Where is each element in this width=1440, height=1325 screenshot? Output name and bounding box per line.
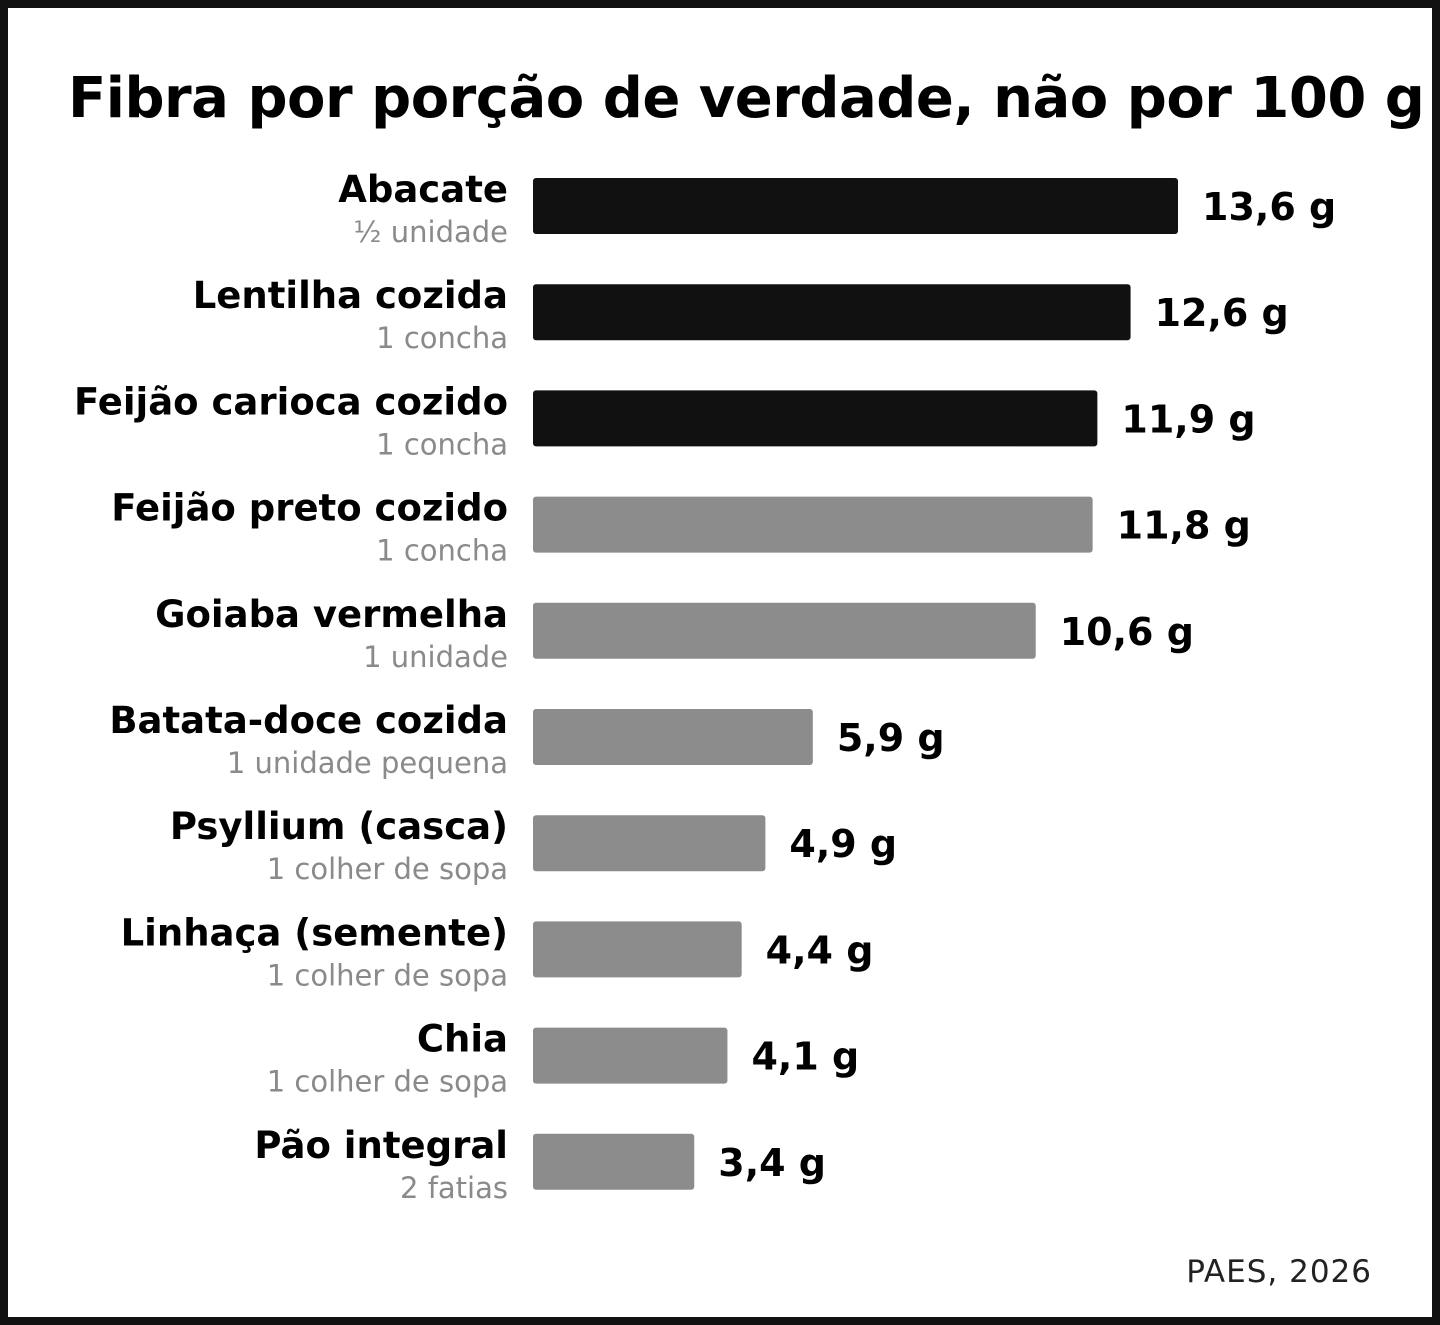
bar-5 bbox=[533, 602, 1036, 659]
source-label: PAES, 2026 bbox=[1186, 1254, 1372, 1290]
category-label: Goiaba vermelha bbox=[155, 593, 508, 636]
value-label: 3,4 g bbox=[718, 1141, 826, 1185]
bar-8 bbox=[533, 921, 742, 978]
bar-4 bbox=[533, 496, 1093, 553]
value-label: 10,6 g bbox=[1060, 610, 1194, 654]
portion-label: 1 concha bbox=[376, 321, 508, 355]
portion-label: 2 fatias bbox=[400, 1171, 508, 1205]
category-label: Psyllium (casca) bbox=[170, 805, 508, 848]
value-label: 4,1 g bbox=[751, 1035, 859, 1079]
portion-label: ½ unidade bbox=[353, 215, 508, 249]
portion-label: 1 unidade pequena bbox=[227, 746, 508, 780]
value-label: 11,9 g bbox=[1121, 397, 1255, 441]
category-label: Batata-doce cozida bbox=[109, 699, 508, 742]
bar-9 bbox=[533, 1027, 728, 1084]
bar-3 bbox=[533, 390, 1098, 447]
category-label: Feijão preto cozido bbox=[111, 487, 508, 530]
value-label: 4,4 g bbox=[766, 928, 874, 972]
chart-title: Fibra por porção de verdade, não por 100… bbox=[68, 66, 1425, 131]
portion-label: 1 concha bbox=[376, 534, 508, 568]
bar-7 bbox=[533, 815, 766, 872]
value-label: 11,8 g bbox=[1117, 504, 1251, 548]
category-label: Abacate bbox=[338, 168, 508, 211]
bar-10 bbox=[533, 1133, 695, 1190]
portion-label: 1 colher de sopa bbox=[267, 852, 508, 886]
bar-6 bbox=[533, 709, 813, 765]
bar-1 bbox=[533, 178, 1178, 234]
portion-label: 1 colher de sopa bbox=[267, 1065, 508, 1099]
category-label: Chia bbox=[417, 1018, 508, 1061]
bar-chart: Abacate ½ unidade 13,6 g Lentilha cozida 1 c… bbox=[74, 168, 1336, 1205]
portion-label: 1 unidade bbox=[363, 640, 508, 674]
bar-2 bbox=[533, 284, 1131, 341]
value-label: 5,9 g bbox=[837, 716, 945, 760]
portion-label: 1 concha bbox=[376, 427, 508, 461]
category-label: Linhaça (semente) bbox=[121, 911, 508, 954]
category-label: Lentilha cozida bbox=[193, 274, 508, 317]
value-label: 4,9 g bbox=[789, 822, 897, 866]
value-label: 13,6 g bbox=[1202, 185, 1336, 229]
category-label: Pão integral bbox=[254, 1124, 508, 1167]
portion-label: 1 colher de sopa bbox=[267, 958, 508, 992]
value-label: 12,6 g bbox=[1155, 291, 1289, 335]
category-label: Feijão carioca cozido bbox=[74, 380, 508, 423]
